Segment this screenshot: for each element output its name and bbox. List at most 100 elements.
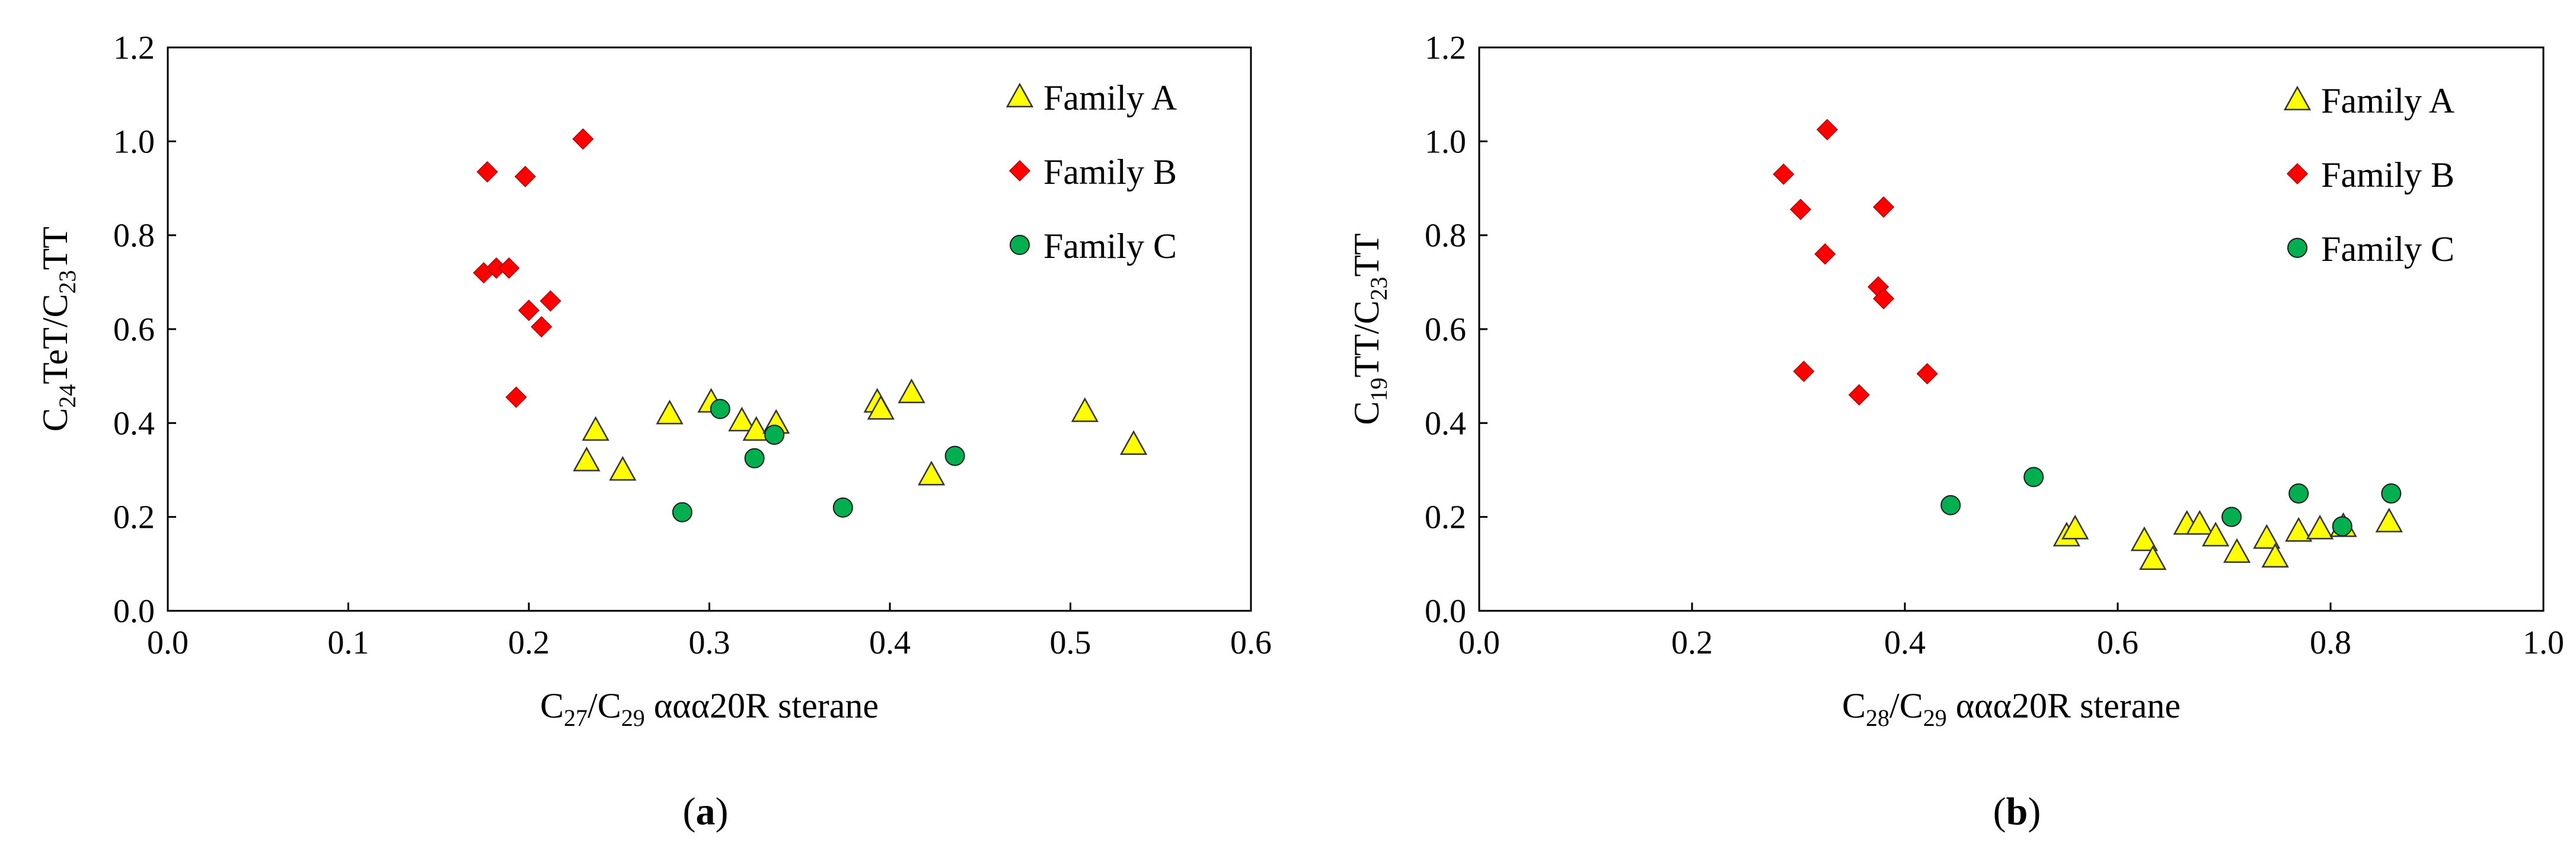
legend-marker (2286, 162, 2309, 185)
data-point (1873, 196, 1895, 218)
x-tick-label: 0.8 (2310, 624, 2351, 661)
data-point (2186, 509, 2214, 535)
x-tick-label: 0.4 (1884, 624, 1926, 661)
x-axis-label: C28/C29 ααα20R sterane (1842, 686, 2181, 731)
y-tick-label: 0.0 (113, 593, 155, 630)
data-point (2023, 467, 2044, 487)
panel-caption: (a) (683, 790, 729, 833)
plot-frame (167, 46, 1252, 612)
data-point (1940, 495, 1961, 515)
data-point (582, 416, 609, 441)
data-point (2130, 526, 2158, 552)
y-tick-label: 0.0 (1425, 593, 1466, 630)
panel-caption: (b) (1993, 790, 2041, 833)
legend: Family A Family B Family C (2283, 81, 2454, 269)
y-tick-label: 1.0 (113, 123, 155, 160)
data-point (505, 386, 527, 408)
data-point (1071, 397, 1099, 422)
y-tick-label: 1.2 (113, 30, 155, 66)
data-point (1790, 199, 1812, 221)
data-point (518, 299, 540, 321)
legend-label: Family B (1043, 152, 1177, 192)
y-tick-label: 0.2 (1425, 499, 1466, 536)
data-point (1916, 363, 1938, 385)
y-tick-label: 0.8 (113, 218, 155, 254)
data-point (867, 395, 895, 420)
data-point (1848, 384, 1870, 406)
x-tick-label: 0.6 (2097, 624, 2138, 661)
data-point (2332, 516, 2352, 537)
y-axis-label: C24TeT/C23TT (36, 227, 81, 432)
x-tick-label: 0.3 (689, 624, 730, 661)
legend: Family A Family B Family C (1005, 78, 1177, 266)
data-point (476, 161, 499, 183)
data-point (744, 448, 765, 468)
x-tick-label: 0.4 (869, 624, 911, 661)
data-point (2285, 517, 2313, 542)
data-point (514, 165, 536, 187)
x-tick-label: 0.2 (1671, 624, 1713, 661)
y-tick-label: 0.4 (113, 405, 155, 442)
data-point (832, 497, 853, 518)
data-point (531, 315, 553, 338)
legend-marker (1010, 235, 1030, 255)
data-point (2381, 483, 2402, 504)
x-tick-label: 0.2 (508, 624, 550, 661)
y-tick-label: 0.2 (113, 499, 155, 536)
x-tick-label: 0.0 (1458, 624, 1500, 661)
data-point (2223, 538, 2251, 563)
data-point (2306, 514, 2334, 540)
data-point (1793, 361, 1815, 383)
data-point (917, 460, 946, 486)
data-point (656, 399, 684, 425)
data-point (898, 378, 925, 403)
x-tick-label: 1.0 (2523, 624, 2564, 661)
y-tick-label: 0.8 (1425, 218, 1466, 254)
data-point (1773, 163, 1795, 185)
x-tick-label: 0.0 (147, 624, 189, 661)
data-point (2253, 524, 2281, 549)
data-point (2139, 545, 2167, 570)
data-point (672, 502, 692, 522)
data-point (710, 399, 730, 419)
y-tick-label: 1.2 (1425, 30, 1466, 66)
data-point (1873, 288, 1895, 310)
legend-label: Family A (2321, 81, 2454, 120)
series-family-b (473, 128, 594, 408)
y-tick-label: 1.0 (1425, 123, 1466, 160)
data-point (2221, 506, 2242, 527)
data-point (2288, 483, 2309, 504)
legend-marker (1008, 160, 1031, 182)
data-point (764, 425, 785, 445)
legend-label: Family C (1043, 227, 1177, 266)
data-point (2375, 508, 2403, 533)
y-tick-label: 0.4 (1425, 405, 1466, 442)
series-family-a (573, 378, 1148, 486)
data-point (1816, 119, 1838, 141)
series-family-c (1940, 467, 2402, 537)
x-tick-label: 0.6 (1230, 624, 1272, 661)
data-point (498, 257, 520, 279)
data-point (1119, 430, 1148, 455)
legend-marker (2283, 85, 2312, 111)
legend-marker (2287, 238, 2307, 258)
x-tick-label: 0.1 (328, 624, 369, 661)
data-point (2202, 521, 2230, 547)
data-point (2061, 514, 2089, 540)
chart-panel-a: 0.0 0.1 0.2 0.3 0.4 0.5 0.6 0.0 0.2 0.4 0.6 0.8 1.0 1… (36, 30, 1272, 833)
data-point (728, 406, 756, 432)
data-point (573, 447, 601, 471)
y-tick-label: 0.6 (113, 311, 155, 348)
legend-label: Family B (2321, 155, 2454, 195)
x-axis-label: C27/C29 ααα20R sterane (540, 686, 879, 731)
data-point (572, 128, 594, 150)
data-point (944, 445, 965, 466)
y-axis-label: C19TT/C23TT (1347, 233, 1392, 425)
data-point (2261, 543, 2289, 568)
legend-label: Family C (2321, 230, 2454, 269)
data-point (540, 290, 561, 312)
x-tick-label: 0.5 (1050, 624, 1091, 661)
y-tick-label: 0.6 (1425, 311, 1466, 348)
chart-panel-b: 0.0 0.2 0.4 0.6 0.8 1.0 0.0 0.2 0.4 0.6 0.8 1.0 1.2 C… (1347, 30, 2564, 833)
data-point (742, 416, 770, 441)
